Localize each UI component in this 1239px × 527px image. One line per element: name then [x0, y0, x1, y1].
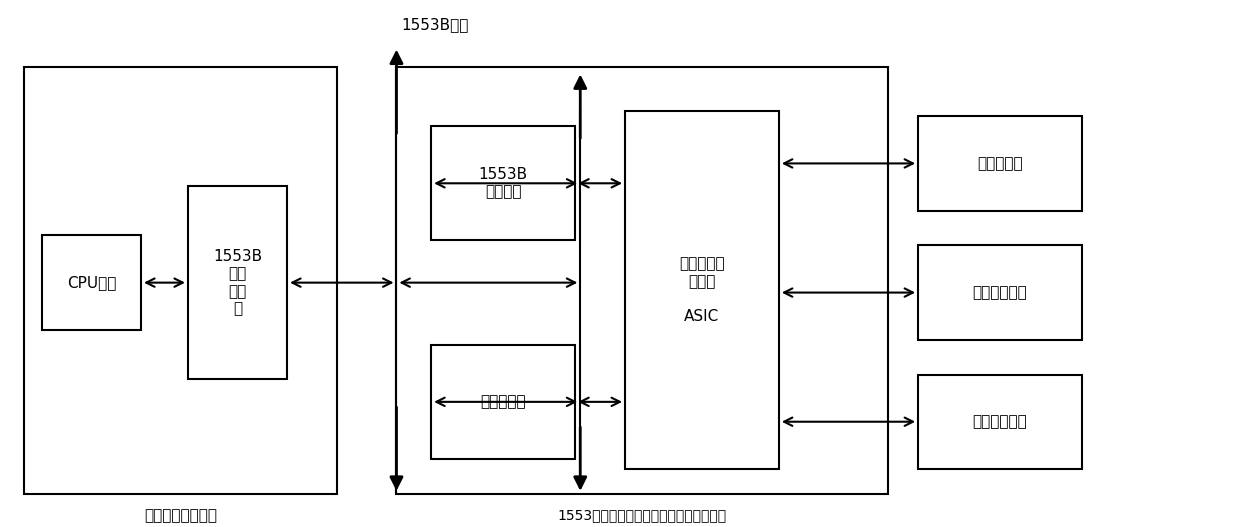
FancyBboxPatch shape: [431, 126, 575, 240]
FancyBboxPatch shape: [918, 375, 1082, 469]
Text: 加热器模块: 加热器模块: [978, 156, 1023, 171]
FancyBboxPatch shape: [431, 345, 575, 459]
Text: 1553B总线: 1553B总线: [401, 17, 468, 32]
FancyBboxPatch shape: [42, 236, 141, 330]
FancyBboxPatch shape: [918, 246, 1082, 340]
FancyBboxPatch shape: [24, 66, 337, 494]
Text: 1553B
总线
控制
器: 1553B 总线 控制 器: [213, 249, 263, 316]
Text: 单片机模块: 单片机模块: [481, 394, 527, 409]
FancyBboxPatch shape: [188, 186, 287, 379]
Text: 电源管理模块: 电源管理模块: [973, 414, 1027, 429]
Text: 星内设备总
线管理

ASIC: 星内设备总 线管理 ASIC: [679, 257, 725, 324]
FancyBboxPatch shape: [396, 66, 888, 494]
FancyBboxPatch shape: [624, 111, 779, 469]
Text: 有效载荷模块: 有效载荷模块: [973, 285, 1027, 300]
Text: CPU模块: CPU模块: [67, 275, 116, 290]
FancyBboxPatch shape: [918, 116, 1082, 211]
Text: 中心管理单元模块: 中心管理单元模块: [144, 509, 217, 524]
Text: 1553B
远程终端: 1553B 远程终端: [478, 167, 528, 200]
Text: 1553总线与星内设备总线间数据传输装置: 1553总线与星内设备总线间数据传输装置: [558, 509, 727, 523]
